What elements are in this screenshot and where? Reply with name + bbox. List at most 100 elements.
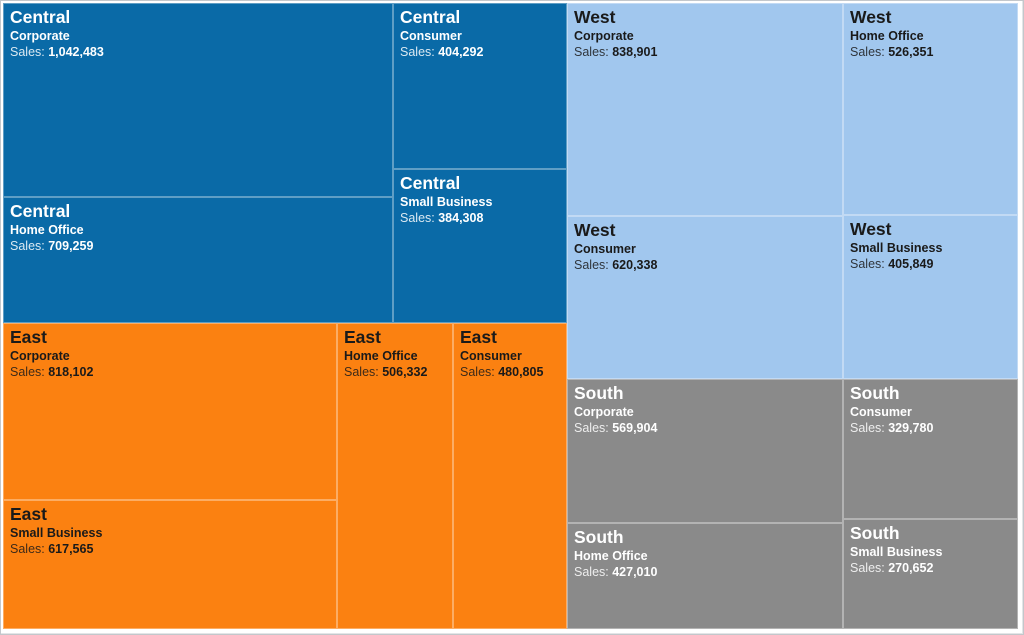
cell-sales-prefix: Sales: xyxy=(10,542,49,556)
treemap-cell-central-consumer[interactable]: Central Consumer Sales: 404,292 xyxy=(393,3,567,169)
cell-sales-prefix: Sales: xyxy=(574,45,613,59)
cell-sales-prefix: Sales: xyxy=(10,365,49,379)
cell-category-label: Small Business xyxy=(400,195,493,209)
cell-sales-prefix: Sales: xyxy=(400,45,439,59)
cell-category-label: Consumer xyxy=(460,349,522,363)
cell-sales-value: 709,259 xyxy=(48,239,94,253)
cell-category-label: Consumer xyxy=(574,242,636,256)
cell-sales-line: Sales: 818,102 xyxy=(10,364,331,380)
cell-sales-prefix: Sales: xyxy=(344,365,383,379)
cell-category-label: Corporate xyxy=(10,29,70,43)
cell-sales-prefix: Sales: xyxy=(574,421,613,435)
cell-category-label: Corporate xyxy=(10,349,70,363)
treemap-cell-south-small-business[interactable]: South Small Business Sales: 270,652 xyxy=(843,519,1018,629)
treemap-cell-south-consumer[interactable]: South Consumer Sales: 329,780 xyxy=(843,379,1018,519)
treemap-cell-west-corporate[interactable]: West Corporate Sales: 838,901 xyxy=(567,3,843,216)
cell-sales-value: 620,338 xyxy=(612,258,658,272)
treemap-region-south: South Corporate Sales: 569,904 South Home Of… xyxy=(567,379,1018,629)
cell-category-label: Consumer xyxy=(850,405,912,419)
cell-sales-line: Sales: 405,849 xyxy=(850,256,1012,272)
cell-sales-prefix: Sales: xyxy=(460,365,499,379)
cell-sales-line: Sales: 526,351 xyxy=(850,44,1012,60)
cell-region-label: East xyxy=(10,327,47,347)
cell-sales-value: 506,332 xyxy=(382,365,428,379)
cell-sales-prefix: Sales: xyxy=(850,421,889,435)
cell-sales-line: Sales: 620,338 xyxy=(574,257,837,273)
cell-region-label: South xyxy=(850,523,900,543)
treemap-cell-central-small-business[interactable]: Central Small Business Sales: 384,308 xyxy=(393,169,567,323)
treemap-cell-east-home-office[interactable]: East Home Office Sales: 506,332 xyxy=(337,323,453,629)
cell-region-label: Central xyxy=(10,7,71,27)
cell-sales-value: 270,652 xyxy=(888,561,934,575)
cell-category-label: Corporate xyxy=(574,29,634,43)
cell-sales-line: Sales: 709,259 xyxy=(10,238,387,254)
cell-region-label: Central xyxy=(400,173,461,193)
cell-sales-line: Sales: 838,901 xyxy=(574,44,837,60)
cell-category-label: Small Business xyxy=(10,526,103,540)
cell-region-label: West xyxy=(850,7,892,27)
cell-region-label: East xyxy=(460,327,497,347)
cell-region-label: East xyxy=(344,327,381,347)
cell-sales-line: Sales: 569,904 xyxy=(574,420,837,436)
cell-region-label: East xyxy=(10,504,47,524)
treemap-cell-west-home-office[interactable]: West Home Office Sales: 526,351 xyxy=(843,3,1018,215)
cell-sales-line: Sales: 506,332 xyxy=(344,364,447,380)
cell-sales-line: Sales: 480,805 xyxy=(460,364,561,380)
treemap-cell-west-small-business[interactable]: West Small Business Sales: 405,849 xyxy=(843,215,1018,379)
cell-category-label: Home Office xyxy=(574,549,648,563)
treemap-region-central: Central Corporate Sales: 1,042,483 Central H… xyxy=(3,3,567,323)
cell-sales-prefix: Sales: xyxy=(850,257,889,271)
treemap-cell-east-corporate[interactable]: East Corporate Sales: 818,102 xyxy=(3,323,337,500)
cell-sales-prefix: Sales: xyxy=(574,258,613,272)
cell-region-label: West xyxy=(850,219,892,239)
cell-sales-prefix: Sales: xyxy=(850,561,889,575)
treemap-cell-central-home-office[interactable]: Central Home Office Sales: 709,259 xyxy=(3,197,393,323)
cell-category-label: Consumer xyxy=(400,29,462,43)
cell-region-label: South xyxy=(574,383,624,403)
cell-region-label: West xyxy=(574,220,616,240)
cell-sales-line: Sales: 1,042,483 xyxy=(10,44,387,60)
treemap-cell-south-home-office[interactable]: South Home Office Sales: 427,010 xyxy=(567,523,843,629)
cell-sales-value: 427,010 xyxy=(612,565,658,579)
cell-sales-value: 569,904 xyxy=(612,421,658,435)
cell-category-label: Home Office xyxy=(10,223,84,237)
cell-sales-value: 404,292 xyxy=(438,45,484,59)
cell-sales-line: Sales: 404,292 xyxy=(400,44,561,60)
cell-category-label: Small Business xyxy=(850,241,943,255)
cell-category-label: Home Office xyxy=(344,349,418,363)
cell-sales-line: Sales: 270,652 xyxy=(850,560,1012,576)
cell-region-label: Central xyxy=(10,201,71,221)
cell-category-label: Corporate xyxy=(574,405,634,419)
cell-sales-value: 405,849 xyxy=(888,257,934,271)
cell-sales-prefix: Sales: xyxy=(10,45,49,59)
treemap-cell-west-consumer[interactable]: West Consumer Sales: 620,338 xyxy=(567,216,843,379)
cell-sales-value: 818,102 xyxy=(48,365,94,379)
cell-region-label: West xyxy=(574,7,616,27)
treemap-chart: Central Corporate Sales: 1,042,483 Central H… xyxy=(3,3,1018,629)
cell-sales-line: Sales: 617,565 xyxy=(10,541,331,557)
cell-sales-value: 480,805 xyxy=(498,365,544,379)
cell-region-label: Central xyxy=(400,7,461,27)
cell-sales-line: Sales: 384,308 xyxy=(400,210,561,226)
treemap-cell-south-corporate[interactable]: South Corporate Sales: 569,904 xyxy=(567,379,843,523)
cell-sales-value: 838,901 xyxy=(612,45,658,59)
treemap-cell-central-corporate[interactable]: Central Corporate Sales: 1,042,483 xyxy=(3,3,393,197)
treemap-cell-east-consumer[interactable]: East Consumer Sales: 480,805 xyxy=(453,323,567,629)
cell-sales-value: 384,308 xyxy=(438,211,484,225)
cell-sales-value: 1,042,483 xyxy=(48,45,104,59)
treemap-region-west: West Corporate Sales: 838,901 West Consumer S… xyxy=(567,3,1018,379)
cell-region-label: South xyxy=(850,383,900,403)
cell-sales-line: Sales: 427,010 xyxy=(574,564,837,580)
cell-region-label: South xyxy=(574,527,624,547)
cell-category-label: Home Office xyxy=(850,29,924,43)
cell-sales-prefix: Sales: xyxy=(10,239,49,253)
treemap-cell-east-small-business[interactable]: East Small Business Sales: 617,565 xyxy=(3,500,337,629)
cell-sales-prefix: Sales: xyxy=(400,211,439,225)
cell-category-label: Small Business xyxy=(850,545,943,559)
treemap-region-east: East Corporate Sales: 818,102 East Small Bus… xyxy=(3,323,567,629)
cell-sales-prefix: Sales: xyxy=(574,565,613,579)
cell-sales-prefix: Sales: xyxy=(850,45,889,59)
cell-sales-line: Sales: 329,780 xyxy=(850,420,1012,436)
cell-sales-value: 617,565 xyxy=(48,542,94,556)
